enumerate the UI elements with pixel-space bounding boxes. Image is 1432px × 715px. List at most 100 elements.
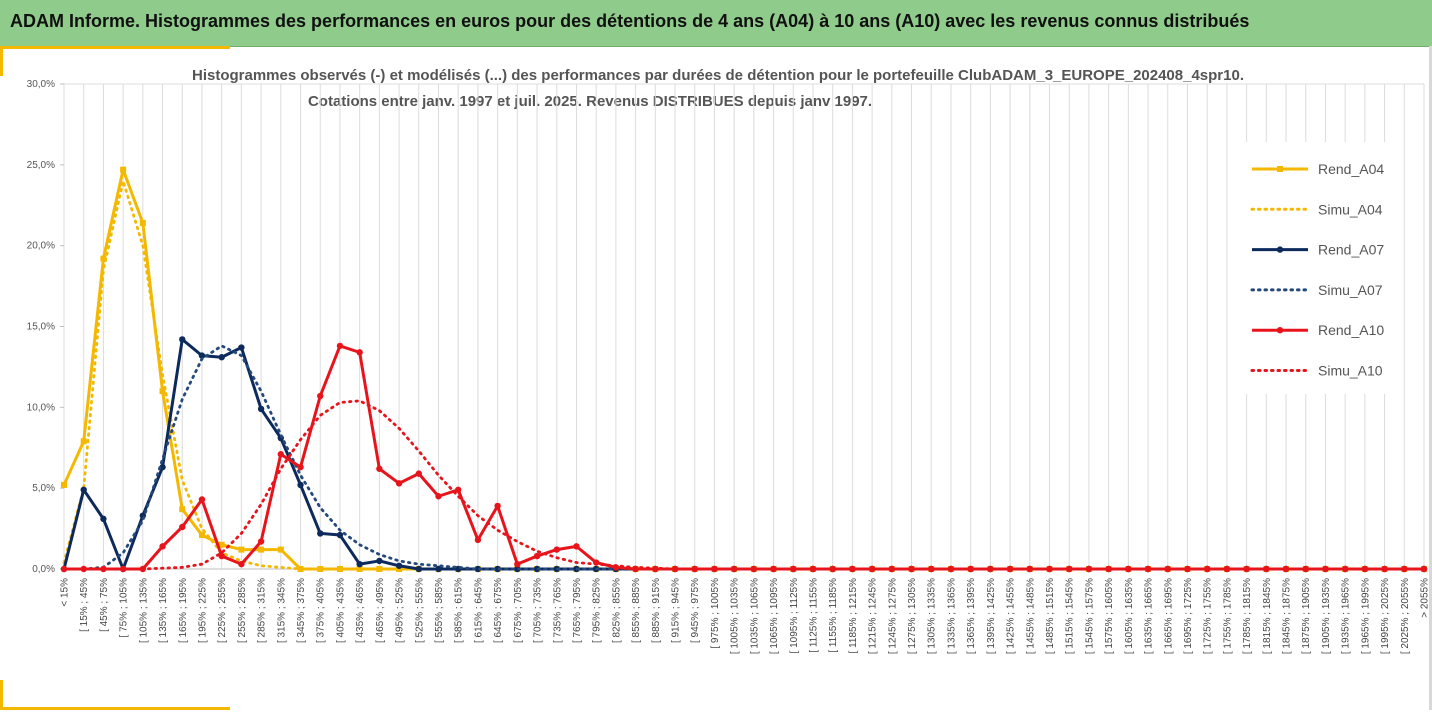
x-tick-label: > 2055% (1420, 578, 1431, 618)
y-tick-label: 30,0% (27, 79, 55, 90)
data-point-rend_a10 (356, 349, 363, 356)
series-line-simu_a10 (62, 399, 1426, 571)
x-tick-label: [ 285% ; 315% (257, 578, 268, 643)
data-point-rend_a07 (159, 463, 166, 471)
data-point-rend_a07 (238, 344, 245, 351)
x-tick-label: [ 1155% ; 1185% (828, 578, 839, 653)
data-point-rend_a04 (238, 546, 245, 553)
x-tick-label: [ 615% ; 645% (473, 578, 484, 643)
x-tick-label: [ 1845% ; 1875% (1282, 578, 1293, 654)
data-point-rend_a10 (533, 552, 541, 560)
data-point-rend_a04 (198, 532, 205, 539)
data-point-rend_a10 (376, 465, 383, 472)
corner-decoration (0, 46, 230, 49)
x-tick-label: [ 885% ; 915% (651, 578, 662, 643)
data-point-rend_a04 (139, 220, 146, 227)
chart-frame: Histogrammes observés (-) et modélisés (… (0, 46, 1432, 710)
y-tick-label: 10,0% (27, 402, 55, 413)
data-point-rend_a04 (80, 438, 87, 445)
data-point-rend_a10 (218, 552, 225, 560)
data-point-rend_a07 (317, 530, 324, 537)
legend-label-simu_a04: Simu_A04 (1318, 201, 1383, 217)
y-tick-label: 15,0% (27, 322, 55, 333)
legend-background (1238, 142, 1388, 394)
data-point-rend_a07 (257, 405, 265, 413)
x-tick-label: [ 375% ; 405% (316, 578, 327, 643)
data-point-rend_a07 (474, 565, 482, 573)
x-tick-label: [ 585% ; 615% (454, 578, 465, 643)
x-tick-label: [ 2025% ; 2055% (1400, 578, 1411, 654)
x-tick-label: [ 525% ; 555% (414, 578, 425, 643)
x-tick-label: [ 1935% ; 1965% (1341, 578, 1352, 654)
x-tick-label: [ 1635% ; 1665% (1144, 578, 1155, 654)
data-point-rend_a07 (336, 531, 344, 539)
x-tick-label: [ 1485% ; 1515% (1045, 578, 1056, 654)
x-tick-label: [ 1215% ; 1245% (868, 578, 879, 654)
x-tick-label: [ 1185% ; 1215% (848, 578, 859, 654)
x-tick-label: [ 405% ; 435% (335, 578, 346, 643)
data-point-rend_a10 (868, 565, 876, 573)
x-tick-label: [ 825% ; 855% (611, 578, 622, 643)
x-tick-label: [ 495% ; 525% (395, 578, 406, 643)
x-tick-label: [ 735% ; 765% (552, 578, 563, 643)
data-point-rend_a10 (336, 342, 344, 350)
x-tick-label: [ 975% ; 1005% (710, 578, 721, 649)
x-tick-label: [ 1395% ; 1425% (986, 578, 997, 654)
x-tick-label: [ 1875% ; 1905% (1301, 578, 1312, 654)
legend-label-simu_a07: Simu_A07 (1318, 282, 1383, 298)
x-tick-label: [ 1065% ; 1095% (769, 578, 780, 654)
series-line-rend_a10 (64, 344, 1424, 571)
corner-decoration (0, 707, 230, 710)
data-point-rend_a10 (790, 565, 797, 573)
x-tick-label: [ 1095% ; 1125% (789, 578, 800, 654)
series-group (60, 166, 1428, 573)
legend-label-rend_a10: Rend_A10 (1318, 322, 1384, 338)
data-point-rend_a10 (888, 565, 896, 573)
data-point-rend_a10 (494, 502, 501, 510)
legend-label-simu_a10: Simu_A10 (1318, 363, 1383, 379)
y-axis: 0,0% 5,0% 10,0% 15,0% 20,0% 25,0% 30,0% (27, 79, 64, 575)
x-tick-label: [ 1815% ; 1845% (1262, 578, 1273, 654)
x-tick-label: [ 555% ; 585% (434, 578, 445, 643)
x-tick-label: [ 1725% ; 1755% (1203, 578, 1214, 654)
x-tick-label: [ 1755% ; 1785% (1222, 578, 1233, 654)
data-point-rend_a07 (435, 565, 442, 573)
x-tick-label: [ 1665% ; 1695% (1163, 578, 1174, 654)
legend-label-rend_a04: Rend_A04 (1318, 161, 1384, 177)
legend-label-rend_a07: Rend_A07 (1318, 242, 1384, 258)
data-point-rend_a10 (928, 565, 935, 573)
chart: Histogrammes observés (-) et modélisés (… (0, 46, 1432, 710)
data-point-rend_a10 (770, 565, 777, 573)
x-tick-label: [ 345% ; 375% (296, 578, 307, 643)
data-point-rend_a10 (908, 565, 915, 573)
data-point-rend_a04 (179, 506, 186, 513)
corner-decoration (0, 680, 3, 710)
x-tick-label: [ 195% ; 225% (197, 578, 208, 643)
x-tick-label: [ 225% ; 255% (217, 578, 228, 643)
x-tick-label: [ 465% ; 495% (375, 578, 386, 643)
x-tick-label: [ 1785% ; 1815% (1242, 578, 1253, 654)
data-point-rend_a10 (297, 463, 304, 471)
data-point-rend_a10 (198, 496, 206, 503)
x-axis: < 15% [ 15% ; 45% [ 45% ; 75% [ 75% ; 105% [… (60, 578, 1431, 654)
x-tick-label: [ 1515% ; 1545% (1065, 578, 1076, 654)
data-point-rend_a07 (494, 565, 501, 573)
data-point-rend_a10 (474, 536, 482, 544)
x-tick-label: [ 15% ; 45% (79, 578, 90, 632)
x-tick-label: [ 765% ; 795% (572, 578, 583, 643)
x-tick-label: [ 1305% ; 1335% (927, 578, 938, 654)
data-point-rend_a10 (1420, 565, 1428, 573)
data-point-rend_a10 (277, 451, 285, 458)
data-point-rend_a07 (297, 481, 304, 489)
data-point-rend_a04 (258, 546, 265, 553)
x-tick-label: < 15% (60, 578, 71, 607)
series-line-simu_a07 (62, 344, 1426, 571)
data-point-rend_a07 (415, 565, 422, 573)
chart-subtitle: Cotations entre janv. 1997 et juil. 2025… (308, 93, 872, 110)
data-point-rend_a10 (415, 470, 422, 477)
x-tick-label: [ 435% ; 465% (355, 578, 366, 643)
y-tick-label: 0,0% (32, 564, 55, 575)
data-point-rend_a04 (159, 388, 166, 395)
series-line-rend_a07 (62, 337, 1424, 571)
data-point-rend_a07 (356, 560, 363, 568)
